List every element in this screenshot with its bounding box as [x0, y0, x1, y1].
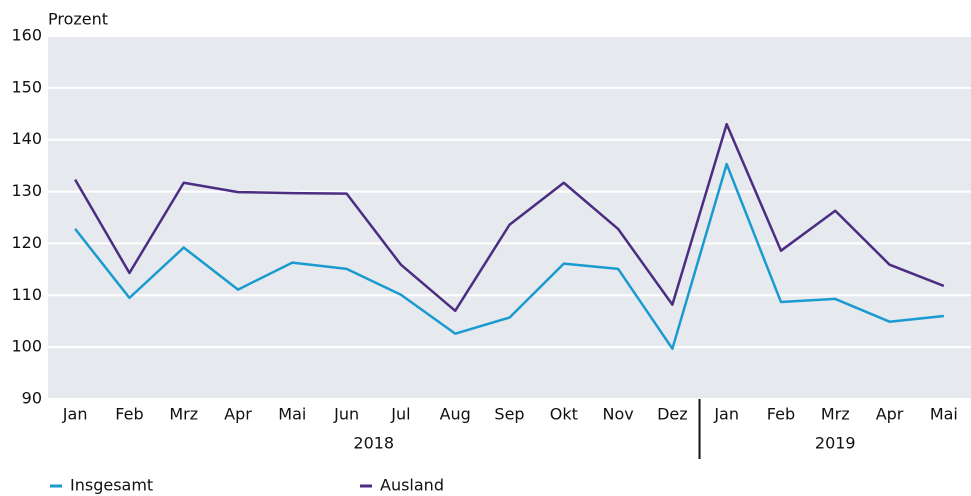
x-tick-label: Dez — [657, 405, 688, 424]
x-tick-label: Aug — [440, 405, 471, 424]
y-tick-label: 110 — [11, 285, 42, 304]
y-tick-label: 120 — [11, 233, 42, 252]
group-label: 2019 — [815, 434, 856, 453]
group-label: 2018 — [353, 434, 394, 453]
x-tick-label: Mai — [278, 405, 306, 424]
x-tick-label: Mai — [930, 405, 958, 424]
y-tick-label: 160 — [11, 26, 42, 45]
y-tick-label: 130 — [11, 181, 42, 200]
x-tick-label: Jun — [333, 405, 359, 424]
y-axis-label: Prozent — [48, 10, 108, 29]
series-line — [74, 122, 945, 313]
x-tick-label: Feb — [115, 405, 143, 424]
x-tick-label: Mrz — [169, 405, 198, 424]
x-tick-label: Feb — [767, 405, 795, 424]
y-tick-label: 140 — [11, 129, 42, 148]
x-tick-label: Okt — [550, 405, 578, 424]
plot-background — [48, 36, 971, 399]
legend-label: Ausland — [380, 476, 444, 495]
y-tick-label: 90 — [22, 389, 42, 408]
legend-label: Insgesamt — [70, 476, 153, 495]
x-tick-label: Jul — [390, 405, 410, 424]
x-tick-label: Mrz — [821, 405, 850, 424]
x-tick-label: Apr — [876, 405, 904, 424]
x-tick-label: Jan — [62, 405, 88, 424]
y-tick-label: 150 — [11, 77, 42, 96]
x-tick-label: Apr — [224, 405, 252, 424]
series-line — [74, 162, 944, 350]
x-tick-label: Jan — [713, 405, 739, 424]
y-tick-label: 100 — [11, 337, 42, 356]
x-tick-label: Nov — [602, 405, 633, 424]
x-tick-label: Sep — [494, 405, 524, 424]
